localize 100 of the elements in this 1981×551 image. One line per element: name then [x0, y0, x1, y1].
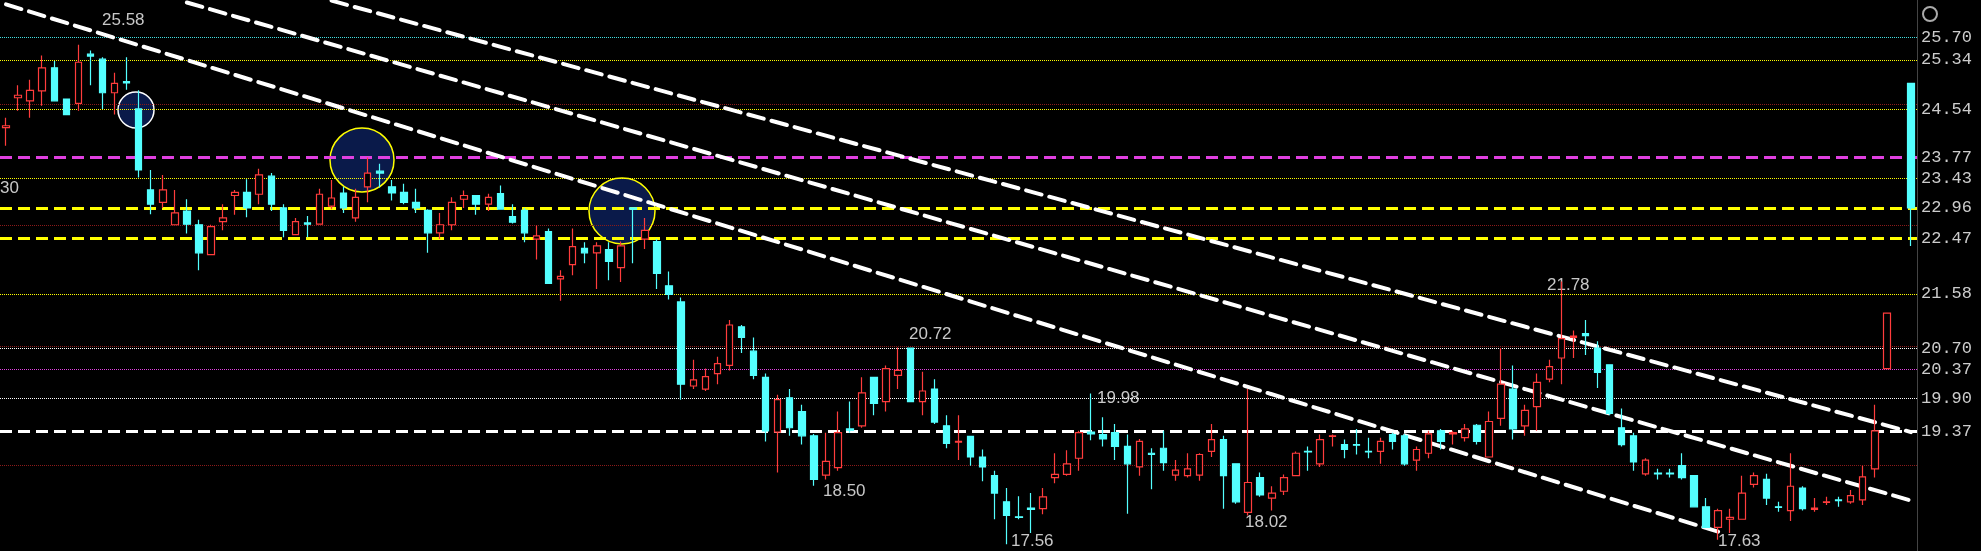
candlestick — [1219, 435, 1228, 510]
candlestick — [291, 217, 300, 236]
candlestick — [664, 270, 674, 301]
y-tick-label: 20.37 — [1921, 359, 1973, 379]
candlestick — [1508, 364, 1518, 441]
candlestick — [954, 414, 963, 461]
candlestick — [1786, 452, 1795, 522]
candlestick — [110, 72, 119, 116]
candlestick — [1123, 433, 1132, 515]
candlestick — [857, 376, 867, 429]
candlestick — [1303, 445, 1313, 472]
candlestick — [303, 215, 312, 238]
candlestick — [1810, 497, 1819, 513]
candlestick — [1279, 473, 1289, 496]
candlestick — [508, 203, 517, 225]
y-tick-label: 19.37 — [1921, 421, 1973, 441]
candlestick — [1629, 432, 1638, 472]
candlestick — [399, 183, 409, 205]
y-tick-label: 19.90 — [1921, 388, 1973, 408]
candlestick — [1062, 449, 1072, 477]
y-tick-label: 20.70 — [1921, 339, 1973, 359]
candlestick — [869, 376, 879, 416]
candlestick — [990, 470, 999, 520]
candlestick — [351, 188, 360, 223]
annotation: 18.02 — [1245, 511, 1288, 531]
y-tick-label: 22.47 — [1921, 228, 1973, 248]
candlestick — [25, 79, 35, 119]
candlestick — [604, 241, 614, 281]
candlestick — [1231, 463, 1241, 505]
candlestick — [881, 364, 891, 413]
candlestick — [1448, 430, 1458, 446]
candlestick — [893, 346, 903, 390]
candlestick — [50, 60, 59, 102]
candlestick — [1701, 497, 1711, 528]
candlestick — [170, 189, 180, 226]
candlestick — [74, 44, 83, 112]
candlestick — [435, 212, 445, 240]
candlestick — [194, 219, 204, 271]
candlestick — [339, 186, 348, 214]
candlestick — [978, 448, 987, 482]
candlestick — [62, 98, 71, 116]
candlestick — [568, 227, 577, 276]
candlestick — [725, 319, 734, 372]
candlestick — [327, 179, 336, 210]
candlestick — [471, 194, 481, 216]
candlestick — [98, 56, 107, 110]
candlestick — [797, 404, 807, 446]
candlestick — [1520, 404, 1530, 437]
candlestick — [1207, 423, 1216, 458]
candlestick — [279, 203, 288, 238]
candlestick — [1098, 416, 1108, 447]
candlestick — [1641, 457, 1650, 477]
candlestick — [37, 54, 47, 107]
candlestick — [544, 227, 553, 285]
annotation: 17.63 — [1718, 530, 1761, 550]
candlestick — [1159, 430, 1168, 472]
candlestick — [315, 188, 324, 225]
candlestick — [1460, 423, 1470, 443]
candlestick — [1388, 432, 1397, 451]
candlestick — [363, 156, 372, 203]
candlestick — [267, 172, 276, 212]
candlestick — [1846, 489, 1855, 505]
candlestick — [411, 188, 421, 214]
candlestick — [737, 324, 746, 354]
candlestick — [580, 241, 589, 264]
candlestick — [749, 336, 758, 380]
candlestick — [1496, 347, 1506, 427]
candlestick — [1532, 372, 1542, 432]
y-tick-label: 21.58 — [1921, 284, 1973, 304]
candlestick — [906, 347, 915, 403]
candlestick — [1870, 404, 1880, 479]
candlestick — [785, 388, 794, 437]
annotation: 19.98 — [1097, 387, 1140, 407]
candlestick — [520, 207, 529, 243]
annotation: 30 — [0, 177, 19, 197]
candlestick — [1183, 452, 1192, 479]
candlestick — [1340, 438, 1349, 459]
candlestick — [761, 372, 770, 443]
candlestick — [1677, 452, 1687, 480]
candlestick — [218, 203, 228, 231]
candlestick — [1243, 388, 1253, 517]
candlestick — [1014, 495, 1024, 520]
candlestick — [1050, 452, 1060, 484]
candlestick — [1135, 438, 1144, 477]
candlestick — [1906, 82, 1916, 247]
annotation: 25.58 — [102, 9, 145, 29]
candlestick — [1315, 433, 1325, 468]
candlestick — [134, 89, 143, 179]
candlestick — [484, 193, 493, 212]
candlestick — [1593, 340, 1602, 389]
y-tick-label: 25.34 — [1921, 50, 1973, 70]
y-tick-label: 23.77 — [1921, 148, 1973, 168]
candlestick — [1858, 465, 1867, 506]
annotation: 20.72 — [909, 323, 952, 343]
candlestick — [1412, 445, 1421, 472]
candlestick — [122, 56, 131, 91]
candlestick — [821, 432, 831, 480]
candlestick — [1605, 364, 1614, 416]
candlestick — [182, 198, 192, 235]
candlestick — [459, 189, 469, 209]
